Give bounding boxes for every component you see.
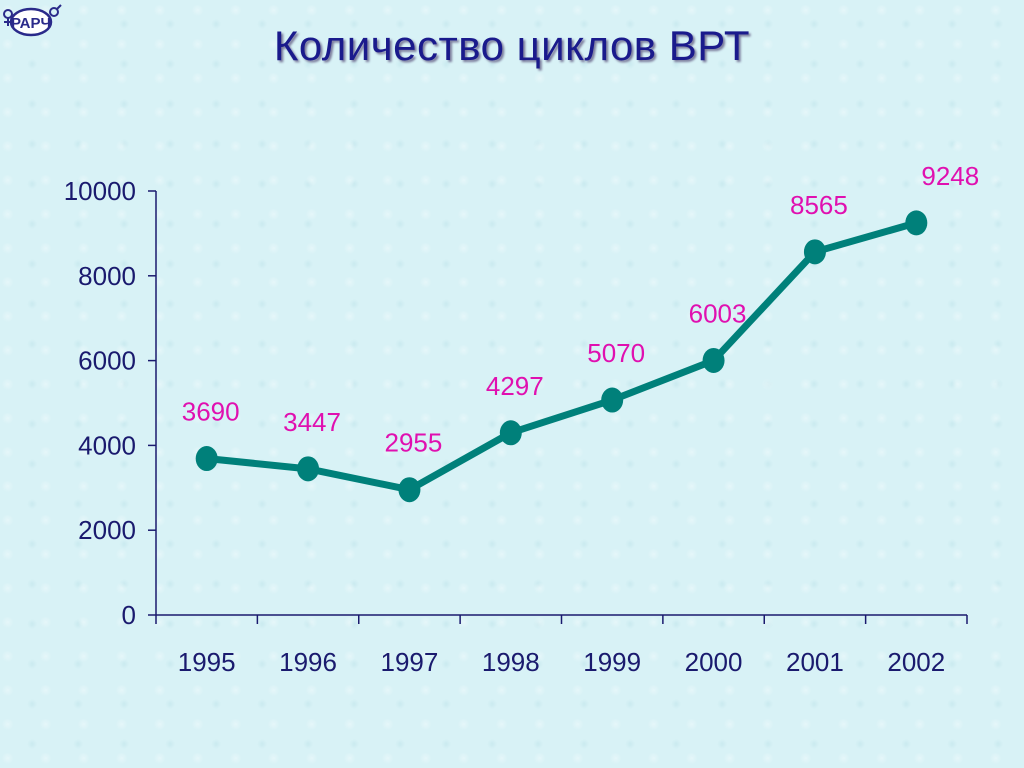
data-label: 8565 xyxy=(790,190,848,220)
series-line xyxy=(206,219,918,494)
x-tick-label: 1997 xyxy=(381,647,439,677)
data-point xyxy=(803,239,826,265)
x-tick-label: 2001 xyxy=(786,647,844,677)
data-point xyxy=(499,420,522,446)
y-tick-label: 8000 xyxy=(78,261,136,291)
data-label: 3447 xyxy=(283,407,341,437)
logo: РАРЧ xyxy=(3,4,62,37)
x-tick-label: 1999 xyxy=(583,647,641,677)
y-tick-label: 2000 xyxy=(78,515,136,545)
data-point xyxy=(398,477,421,503)
data-point xyxy=(702,347,725,373)
y-tick-label: 0 xyxy=(122,600,136,630)
x-tick-label: 2002 xyxy=(887,647,945,677)
slide-title: Количество циклов ВРТ xyxy=(273,22,751,69)
data-label: 3690 xyxy=(182,397,240,427)
y-axis: 0 2000 4000 6000 8000 10000 xyxy=(64,176,157,630)
y-tick-label: 6000 xyxy=(78,346,136,376)
data-point xyxy=(601,387,624,413)
series-line-path xyxy=(206,219,918,494)
x-tick-label: 1995 xyxy=(178,647,236,677)
data-labels: 3690 3447 2955 4297 5070 6003 8565 9248 xyxy=(182,161,979,458)
data-label: 5070 xyxy=(587,338,645,368)
x-tick-label: 2000 xyxy=(685,647,743,677)
data-point xyxy=(905,210,928,236)
data-label: 9248 xyxy=(921,161,979,191)
data-label: 2955 xyxy=(385,428,443,458)
x-tick-label: 1996 xyxy=(279,647,337,677)
data-point xyxy=(195,446,218,472)
series-markers xyxy=(195,210,928,503)
data-label: 4297 xyxy=(486,371,544,401)
y-tick-label: 10000 xyxy=(64,176,136,206)
data-label: 6003 xyxy=(689,298,747,328)
logo-text: РАРЧ xyxy=(11,15,51,32)
x-tick-label: 1998 xyxy=(482,647,540,677)
y-tick-label: 4000 xyxy=(78,430,136,460)
x-axis: 1995 1996 1997 1998 1999 2000 2001 2002 xyxy=(155,614,968,677)
data-point xyxy=(297,456,320,482)
